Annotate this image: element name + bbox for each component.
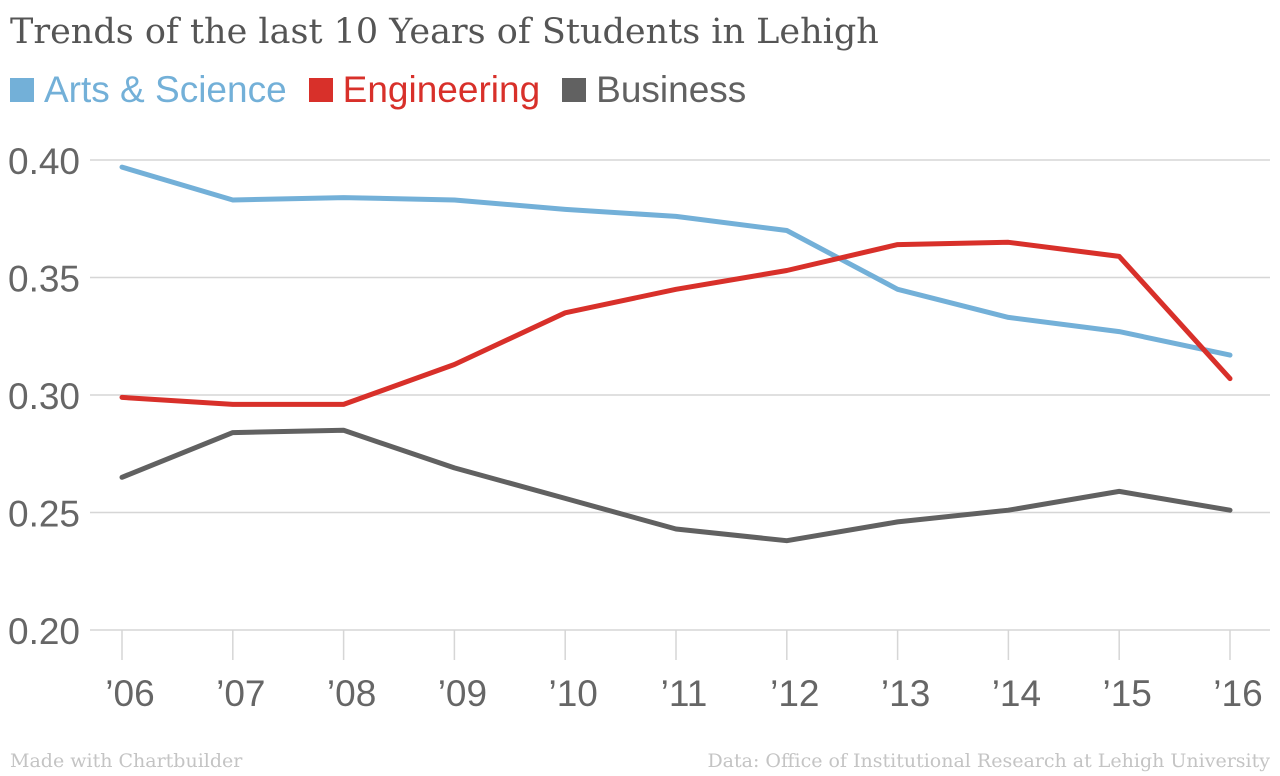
x-tick-label-1: ’07 [216,673,265,714]
x-tick-label-2: ’08 [327,673,376,714]
y-tick-label-0-35: 0.35 [8,259,80,300]
legend-item-business: Business [562,69,746,111]
legend-item-arts-science: Arts & Science [10,69,287,111]
x-tick-label-10: ’16 [1213,673,1262,714]
chart-series [119,164,1233,544]
y-tick-label-0-40: 0.40 [8,141,80,182]
series-line-engineering [119,239,1233,407]
x-tick-label-0: ’06 [105,673,154,714]
series-line-business [119,427,1233,544]
x-tick-label-8: ’14 [992,673,1041,714]
legend-label-business: Business [596,69,747,110]
x-tick-label-7: ’13 [881,673,930,714]
legend-label-arts-science: Arts & Science [44,69,287,110]
x-tick-label-4: ’10 [549,673,598,714]
made-with-credit: Made with Chartbuilder [10,750,243,772]
y-tick-label-0-30: 0.30 [8,376,80,417]
x-axis: ’06 ’07 ’08 ’09 ’10 ’11 ’12 ’13 ’14 ’15 ’16 [105,630,1263,714]
x-tick-label-6: ’12 [770,673,819,714]
legend-swatch-engineering [308,78,333,102]
y-tick-label-0-20: 0.20 [8,611,80,652]
chart-grid: 0.20 0.25 0.30 0.35 0.40 [8,141,1270,652]
chart-legend: Arts & Science Engineering Business [10,68,768,112]
y-tick-label-0-25: 0.25 [8,494,80,535]
legend-swatch-arts-science [10,78,34,102]
legend-item-engineering: Engineering [308,69,541,111]
legend-label-engineering: Engineering [342,69,541,110]
x-tick-label-5: ’11 [661,673,708,714]
x-tick-label-9: ’15 [1103,673,1152,714]
legend-swatch-business [562,78,587,102]
data-source-credit: Data: Office of Institutional Research a… [707,750,1270,772]
chart-title: Trends of the last 10 Years of Students … [10,12,879,52]
x-tick-label-3: ’09 [438,673,487,714]
series-line-arts-science [119,164,1233,358]
